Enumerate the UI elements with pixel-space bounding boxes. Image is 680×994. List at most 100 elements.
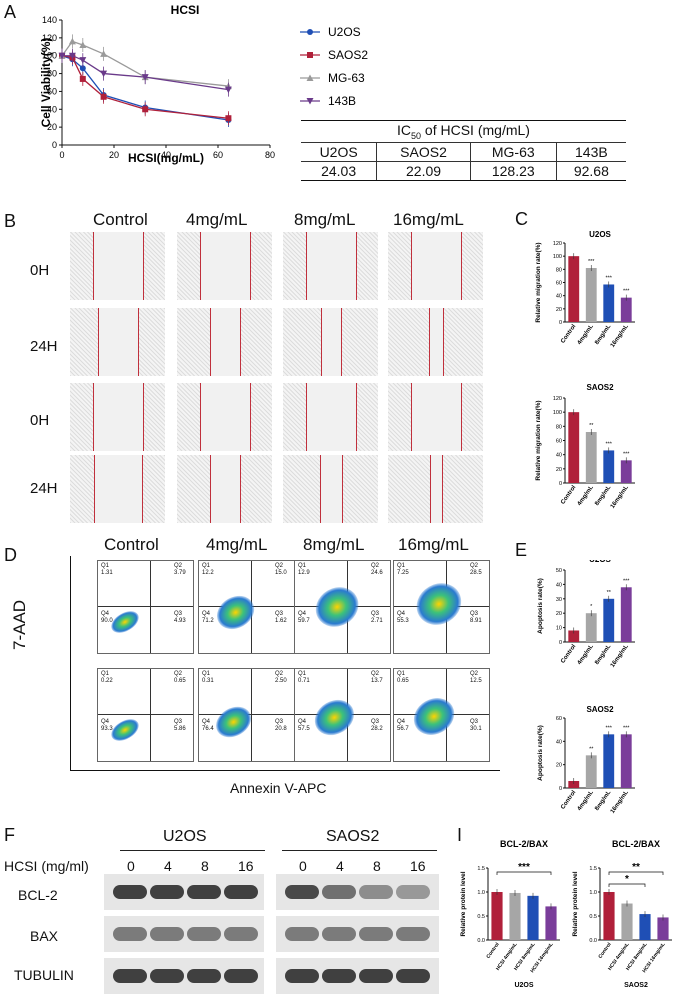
quadrant-label: Q4 71.2: [202, 611, 214, 624]
blot-protein-label: BAX: [30, 928, 59, 944]
y-tick-label: 100: [553, 410, 562, 416]
migration-image: [283, 232, 378, 300]
protein-band: [224, 927, 258, 941]
panel-label-e: E: [515, 540, 528, 560]
wound-edge-line: [92, 383, 94, 451]
significance-label: ***: [606, 725, 613, 731]
y-axis-label: Cell Viability(%): [39, 38, 53, 128]
x-tick-label: 16mg/mL: [610, 643, 630, 668]
y-tick-label: 120: [42, 33, 57, 43]
cell-layer: [70, 232, 93, 300]
wound-edge-line: [355, 232, 357, 300]
protein-band: [224, 969, 258, 983]
flow-plot: Q1 1.31 Q2 3.79 Q3 4.93 Q4 90.0: [97, 560, 194, 654]
cell-layer: [141, 455, 165, 523]
x-tick-label: Control: [598, 941, 613, 960]
quadrant-line: [150, 561, 151, 653]
cell-population: [408, 575, 469, 634]
apoptosis-bar-chart-saos2: SAOS2 0 20 40 60 Apoptosis rate(%) Control ** 4m…: [537, 705, 635, 815]
x-tick-label: 8mg/mL: [594, 484, 612, 507]
legend-marker: [306, 74, 314, 81]
cell-layer: [70, 383, 93, 451]
cell-layer: [441, 455, 483, 523]
quadrant-label: Q2 13.7: [371, 671, 383, 684]
flow-plot: Q1 0.22 Q2 0.65 Q3 5.86 Q4 93.3: [97, 668, 194, 762]
bar: [603, 284, 615, 322]
significance-label: **: [589, 746, 594, 752]
blot-conc: 16: [410, 858, 426, 874]
y-tick-label: 40: [556, 453, 562, 459]
y-tick-label: 60: [556, 716, 562, 722]
cell-layer: [249, 383, 272, 451]
quadrant-label: Q3 1.62: [275, 611, 287, 624]
flow-axis-y: [70, 556, 71, 771]
cell-layer: [177, 383, 200, 451]
quadrant-label: Q3 28.2: [371, 719, 383, 732]
significance-label: **: [632, 862, 640, 873]
quadrant-label: Q2 12.5: [470, 671, 482, 684]
cell-layer: [177, 232, 200, 300]
legend-marker: [307, 29, 313, 35]
blot-conc-label: HCSI (mg/ml): [4, 858, 89, 874]
migration-bar-chart-u2os: U2OS 0 20 40 60 80 100 120 Relative migration ra…: [535, 230, 635, 349]
wound-edge-line: [319, 455, 321, 523]
quadrant-label: Q4 57.5: [298, 719, 310, 732]
migration-row-label: 0H: [30, 262, 50, 279]
ic50-table-header: IC50 of HCSI (mg/mL): [301, 120, 626, 143]
x-tick-label: 60: [213, 150, 223, 160]
blot-conc: 4: [336, 858, 344, 874]
data-point: [68, 52, 76, 60]
blot-conc: 0: [127, 858, 135, 874]
y-axis-label: Relative protein level: [572, 871, 579, 936]
migration-col-16: 16mg/mL: [393, 210, 464, 229]
migration-image: [70, 383, 165, 451]
protein-band: [113, 927, 147, 941]
data-point: [58, 52, 66, 60]
quadrant-label: Q1 0.71: [298, 671, 310, 684]
bar: [491, 892, 503, 940]
migration-col-4: 4mg/mL: [186, 210, 248, 229]
cell-layer: [388, 232, 411, 300]
legend-marker: [307, 52, 313, 58]
data-point: [68, 37, 76, 45]
wound-edge-line: [428, 308, 430, 376]
ic50-table: IC50 of HCSI (mg/mL) U2OS SAOS2 MG-63 14…: [301, 120, 626, 181]
blot-protein-label: BCL-2: [18, 887, 58, 903]
cell-layer: [283, 455, 320, 523]
y-tick-label: 20: [556, 611, 562, 617]
quadrant-label: Q3 4.93: [174, 611, 186, 624]
cell-layer: [341, 455, 378, 523]
significance-label: ***: [623, 578, 630, 584]
protein-bar-chart-saos2: BCL-2/BAX 0.0 0.5 1.0 1.5 Relative protein le…: [572, 839, 672, 989]
x-axis-label: U2OS: [514, 982, 533, 989]
bar: [603, 734, 615, 788]
cell-layer: [442, 308, 483, 376]
y-tick-label: 1.5: [477, 866, 485, 872]
y-tick-label: 0: [559, 320, 562, 326]
cell-population: [210, 701, 257, 744]
blot-conc: 16: [238, 858, 254, 874]
bar: [568, 412, 580, 483]
protein-band: [224, 885, 258, 899]
wound-edge-line: [209, 308, 211, 376]
quadrant-line: [251, 669, 252, 761]
significance-label: ***: [623, 725, 630, 731]
blot-group-line: [282, 850, 437, 851]
ic50-val: 24.03: [301, 160, 378, 181]
protein-band: [359, 969, 393, 983]
y-tick-label: 0: [559, 786, 562, 792]
viability-line-chart: HCSI 0 20 40 60 80 100 120 140 0 20 40 60 80 HCSI(mg/m…: [39, 3, 275, 165]
flow-ylabel: 7-AAD: [10, 599, 29, 650]
quadrant-label: Q2 2.50: [275, 671, 287, 684]
bar: [509, 892, 521, 940]
data-point: [100, 50, 108, 57]
quadrant-label: Q4 55.3: [397, 611, 409, 624]
cell-population: [211, 589, 261, 636]
ic50-col: MG-63: [469, 141, 557, 162]
chart-title: U2OS: [589, 230, 611, 239]
chart-title: SAOS2: [586, 705, 614, 714]
protein-band: [187, 885, 221, 899]
migration-row-label: 24H: [30, 480, 58, 497]
migration-image: [70, 232, 165, 300]
y-tick-label: 100: [42, 51, 57, 61]
